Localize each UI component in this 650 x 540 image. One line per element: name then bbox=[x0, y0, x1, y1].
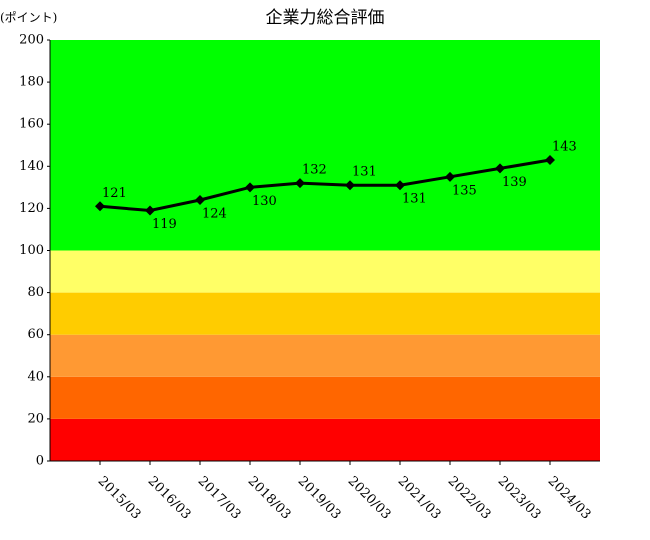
data-point bbox=[95, 201, 105, 212]
data-label: 121 bbox=[102, 186, 127, 201]
data-label: 132 bbox=[302, 163, 327, 178]
x-tick-label: 2020/03 bbox=[345, 474, 394, 523]
x-tick-label: 2017/03 bbox=[195, 474, 244, 523]
x-tick-label: 2016/03 bbox=[145, 474, 194, 523]
background-band bbox=[50, 40, 600, 251]
background-band bbox=[50, 250, 600, 293]
background-band bbox=[50, 292, 600, 335]
y-tick-label: 80 bbox=[27, 285, 44, 300]
background-band bbox=[50, 376, 600, 419]
background-band bbox=[50, 334, 600, 377]
y-tick-label: 160 bbox=[19, 117, 44, 132]
y-tick-label: 100 bbox=[19, 243, 44, 258]
data-point bbox=[495, 163, 505, 174]
y-tick-label: 40 bbox=[27, 369, 44, 384]
data-point bbox=[295, 178, 305, 189]
data-label: 130 bbox=[252, 194, 277, 209]
y-tick-label: 0 bbox=[36, 454, 44, 469]
data-point bbox=[445, 171, 455, 182]
data-label: 131 bbox=[352, 165, 377, 180]
data-point bbox=[145, 205, 155, 216]
data-label: 131 bbox=[402, 192, 427, 207]
x-tick-label: 2022/03 bbox=[445, 474, 494, 523]
data-point bbox=[545, 154, 555, 165]
data-label: 139 bbox=[502, 175, 527, 190]
y-tick-label: 180 bbox=[19, 75, 44, 90]
data-label: 119 bbox=[152, 217, 177, 232]
data-label: 143 bbox=[552, 139, 577, 154]
background-band bbox=[50, 418, 600, 461]
x-tick-label: 2023/03 bbox=[495, 474, 544, 523]
data-point bbox=[345, 180, 355, 191]
y-tick-label: 20 bbox=[27, 411, 44, 426]
data-label: 135 bbox=[452, 183, 477, 198]
x-tick-label: 2018/03 bbox=[245, 474, 294, 523]
x-tick-label: 2019/03 bbox=[295, 474, 344, 523]
x-tick-label: 2024/03 bbox=[545, 474, 594, 523]
data-point bbox=[195, 194, 205, 205]
x-tick-label: 2015/03 bbox=[95, 474, 144, 523]
data-point bbox=[395, 180, 405, 191]
y-tick-label: 60 bbox=[27, 327, 44, 342]
data-point bbox=[245, 182, 255, 193]
x-tick-label: 2021/03 bbox=[395, 474, 444, 523]
data-line bbox=[99, 158, 551, 213]
y-tick-label: 140 bbox=[19, 159, 44, 174]
data-label: 124 bbox=[202, 206, 227, 221]
y-tick-label: 200 bbox=[19, 33, 44, 48]
y-tick-label: 120 bbox=[19, 201, 44, 216]
chart-title: 企業力総合評価 bbox=[266, 8, 385, 28]
y-unit-label: (ポイント) bbox=[0, 11, 57, 25]
